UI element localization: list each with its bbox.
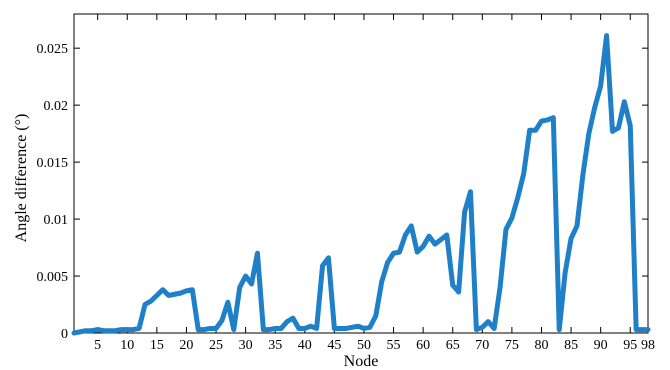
x-tick-label: 45 xyxy=(327,338,341,353)
x-tick-label: 10 xyxy=(120,338,134,353)
y-tick-label: 0.02 xyxy=(44,99,69,114)
y-tick-label: 0 xyxy=(61,327,68,342)
plot-area xyxy=(73,13,649,334)
y-axis-ticks: 0 0.005 0.01 0.015 0.02 0.025 xyxy=(37,42,648,342)
x-tick-label: 50 xyxy=(357,338,371,353)
x-tick-label: 35 xyxy=(268,338,282,353)
x-axis-title: Node xyxy=(344,353,379,370)
x-tick-label: 25 xyxy=(209,338,223,353)
x-axis-ticks: 5 10 15 20 25 30 35 40 45 50 55 60 65 70 75 80 85 90 95 98 xyxy=(94,14,655,353)
x-tick-label: 95 xyxy=(623,338,637,353)
x-tick-label: 60 xyxy=(416,338,430,353)
x-tick-label: 20 xyxy=(179,338,193,353)
x-tick-label: 40 xyxy=(298,338,312,353)
x-tick-label: 85 xyxy=(564,338,578,353)
x-tick-label: 65 xyxy=(446,338,460,353)
x-tick-label: 30 xyxy=(239,338,253,353)
x-tick-label: 98 xyxy=(641,338,655,353)
x-tick-label: 90 xyxy=(594,338,608,353)
y-tick-label: 0.005 xyxy=(37,270,69,285)
y-tick-label: 0.015 xyxy=(37,156,69,171)
y-axis-title: Angle difference (°) xyxy=(13,114,30,243)
x-tick-label: 70 xyxy=(475,338,489,353)
x-tick-label: 55 xyxy=(387,338,401,353)
x-tick-label: 75 xyxy=(505,338,519,353)
y-tick-label: 0.025 xyxy=(37,42,69,57)
y-tick-label: 0.01 xyxy=(44,213,69,228)
x-tick-label: 80 xyxy=(534,338,548,353)
series-line xyxy=(71,33,651,336)
x-tick-label: 15 xyxy=(150,338,164,353)
x-tick-label: 5 xyxy=(94,338,101,353)
